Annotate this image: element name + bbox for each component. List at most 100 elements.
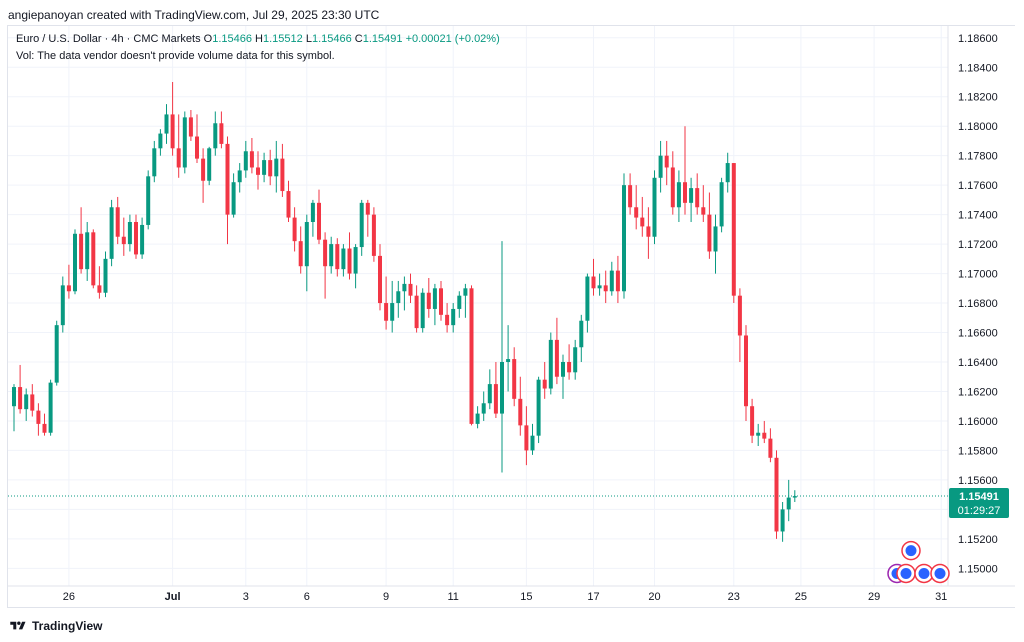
candle-body[interactable] [518, 398, 523, 426]
candle-body[interactable] [750, 406, 755, 436]
candle-body[interactable] [481, 403, 486, 414]
candle-body[interactable] [292, 217, 297, 242]
candle-body[interactable] [219, 123, 224, 144]
candle-body[interactable] [603, 285, 608, 292]
candle-body[interactable] [182, 117, 187, 168]
candle-body[interactable] [408, 283, 413, 296]
candle-body[interactable] [66, 285, 71, 292]
candle-body[interactable] [225, 143, 230, 215]
candle-body[interactable] [414, 295, 419, 329]
candle-body[interactable] [579, 320, 584, 348]
candle-body[interactable] [347, 248, 352, 274]
candle-body[interactable] [683, 182, 687, 203]
candle-body[interactable] [695, 188, 700, 208]
candle-body[interactable] [274, 158, 279, 177]
candle-body[interactable] [780, 509, 785, 532]
candle-body[interactable] [615, 270, 620, 292]
candle-body[interactable] [42, 423, 47, 433]
candle-body[interactable] [60, 285, 65, 326]
candle-body[interactable] [536, 379, 541, 436]
candle-body[interactable] [18, 387, 23, 410]
candle-body[interactable] [353, 247, 358, 274]
candle-body[interactable] [323, 239, 328, 267]
candle-body[interactable] [213, 123, 218, 149]
candle-body[interactable] [451, 308, 456, 326]
candle-body[interactable] [542, 379, 547, 389]
candle-body[interactable] [195, 136, 199, 159]
candle-body[interactable] [707, 214, 712, 252]
candle-body[interactable] [689, 188, 694, 203]
candle-body[interactable] [146, 176, 151, 225]
candle-body[interactable] [597, 285, 602, 289]
candle-body[interactable] [207, 148, 212, 181]
candle-body[interactable] [310, 202, 315, 222]
candle-body[interactable] [329, 244, 334, 267]
candle-body[interactable] [152, 148, 157, 177]
candle-body[interactable] [402, 283, 407, 292]
candle-body[interactable] [457, 295, 462, 309]
candle-body[interactable] [500, 362, 504, 414]
candle-body[interactable] [176, 148, 181, 168]
candle-body[interactable] [628, 185, 633, 208]
candle-body[interactable] [97, 285, 102, 293]
candle-body[interactable] [622, 185, 626, 292]
candle-body[interactable] [335, 244, 340, 270]
candle-body[interactable] [158, 133, 163, 149]
candle-body[interactable] [774, 457, 779, 532]
candle-body[interactable] [719, 182, 724, 227]
candle-body[interactable] [609, 270, 614, 292]
candle-body[interactable] [744, 335, 748, 407]
candle-body[interactable] [79, 233, 84, 270]
candle-body[interactable] [188, 117, 193, 137]
candle-body[interactable] [493, 384, 498, 414]
candle-body[interactable] [573, 347, 578, 373]
candle-body[interactable] [36, 410, 41, 424]
candle-body[interactable] [286, 191, 291, 218]
candle-body[interactable] [317, 202, 321, 240]
candle-body[interactable] [256, 167, 260, 175]
candle-body[interactable] [109, 207, 114, 259]
candle-body[interactable] [658, 155, 663, 178]
candle-body[interactable] [48, 382, 53, 433]
candle-body[interactable] [91, 232, 96, 286]
tradingview-logo-icon[interactable] [10, 620, 26, 632]
candle-body[interactable] [445, 314, 450, 326]
candle-body[interactable] [365, 202, 370, 215]
candle-body[interactable] [664, 155, 669, 168]
candle-body[interactable] [463, 288, 468, 296]
candle-body[interactable] [378, 255, 382, 304]
candle-body[interactable] [713, 226, 718, 252]
candle-body[interactable] [140, 224, 145, 255]
candle-body[interactable] [567, 362, 572, 373]
candle-body[interactable] [359, 202, 364, 248]
candle-body[interactable] [134, 222, 138, 255]
candle-body[interactable] [439, 288, 443, 315]
candle-body[interactable] [591, 276, 596, 289]
candle-body[interactable] [554, 339, 559, 377]
candle-body[interactable] [371, 214, 376, 256]
candle-body[interactable] [646, 226, 651, 237]
last-price-tag[interactable] [949, 487, 1009, 518]
candle-body[interactable] [121, 236, 126, 245]
candle-body[interactable] [640, 217, 645, 227]
candle-body[interactable] [249, 151, 254, 168]
candle-body[interactable] [280, 158, 285, 192]
candle-body[interactable] [24, 394, 29, 410]
candle-body[interactable] [201, 158, 206, 181]
candle-body[interactable] [701, 207, 706, 215]
chart-frame[interactable] [7, 25, 1015, 608]
candle-body[interactable] [426, 292, 431, 309]
candle-body[interactable] [237, 170, 242, 183]
candle-body[interactable] [676, 182, 681, 208]
candle-body[interactable] [786, 497, 791, 510]
candle-body[interactable] [164, 114, 169, 134]
candle-body[interactable] [73, 233, 77, 292]
candle-body[interactable] [548, 339, 553, 389]
footer-brand[interactable]: TradingView [32, 619, 103, 633]
candle-body[interactable] [231, 182, 236, 215]
candle-body[interactable] [737, 295, 742, 336]
candle-body[interactable] [54, 325, 59, 383]
candle-body[interactable] [12, 387, 16, 407]
candle-body[interactable] [384, 303, 389, 321]
